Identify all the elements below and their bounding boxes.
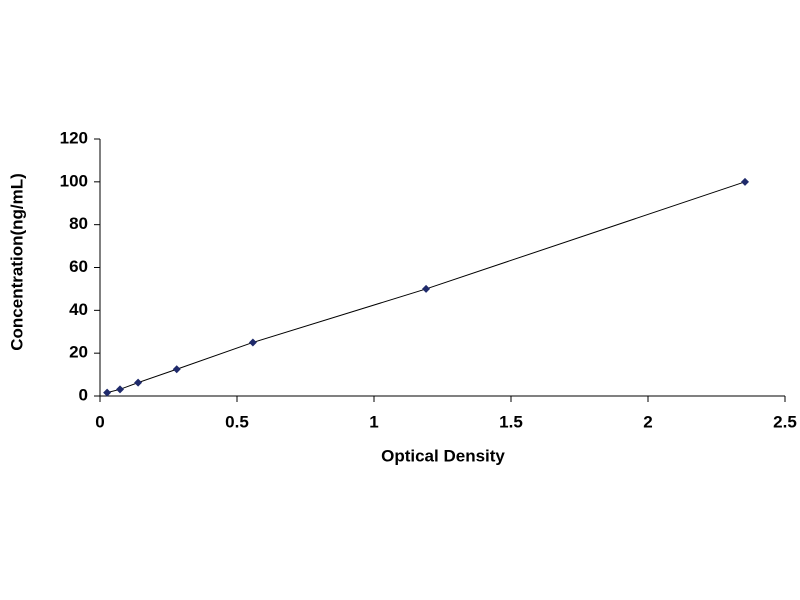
x-axis-title: Optical Density <box>381 446 505 465</box>
x-tick-label: 2 <box>643 412 652 431</box>
data-point <box>116 385 125 394</box>
data-point <box>248 338 257 347</box>
x-tick-label: 1.5 <box>499 412 523 431</box>
data-point <box>422 284 431 293</box>
data-point <box>172 365 181 374</box>
data-point <box>134 378 143 387</box>
data-point <box>103 388 112 397</box>
x-tick-label: 0 <box>95 412 104 431</box>
x-tick-label: 0.5 <box>225 412 249 431</box>
data-point <box>740 177 749 186</box>
x-tick-label: 2.5 <box>773 412 797 431</box>
y-tick-label: 60 <box>69 257 88 276</box>
y-tick-label: 80 <box>69 214 88 233</box>
y-tick-label: 20 <box>69 343 88 362</box>
y-tick-label: 0 <box>79 385 88 404</box>
y-tick-label: 40 <box>69 300 88 319</box>
x-tick-label: 1 <box>369 412 378 431</box>
y-tick-label: 100 <box>60 171 88 190</box>
y-tick-label: 120 <box>60 128 88 147</box>
y-axis-title: Concentration(ng/mL) <box>7 173 26 351</box>
